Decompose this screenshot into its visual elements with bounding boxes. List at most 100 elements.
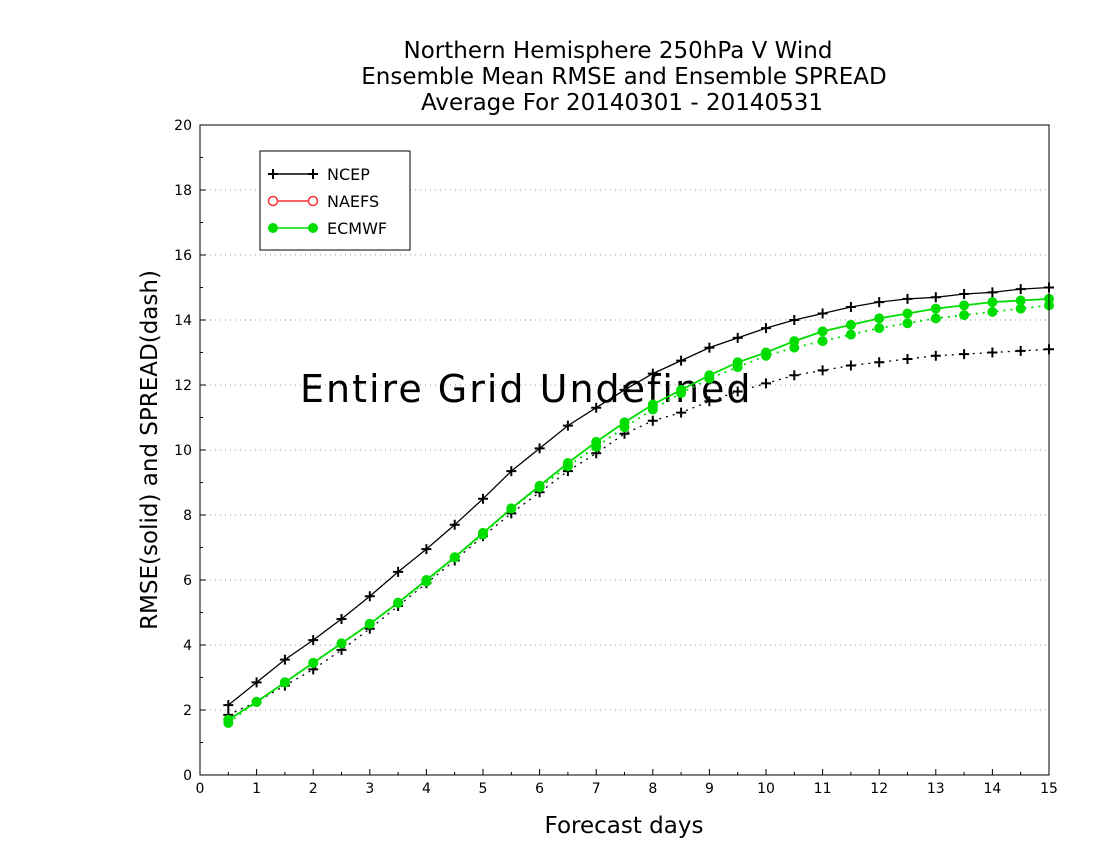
data-point xyxy=(817,326,828,337)
data-point xyxy=(732,386,743,397)
data-point xyxy=(336,614,347,624)
y-tick-label: 18 xyxy=(174,183,192,199)
legend-marker xyxy=(267,195,279,207)
data-point xyxy=(845,360,856,371)
data-point xyxy=(562,461,573,472)
data-point xyxy=(789,342,800,353)
x-tick-label: 0 xyxy=(196,781,205,797)
legend-marker xyxy=(268,169,278,179)
series-line xyxy=(227,298,1050,721)
y-tick-label: 6 xyxy=(183,573,192,589)
data-point xyxy=(732,332,743,343)
x-tick-label: 4 xyxy=(422,781,431,797)
data-point xyxy=(421,576,432,587)
y-tick-label: 4 xyxy=(183,638,192,654)
data-point xyxy=(874,297,885,308)
x-tick-label: 14 xyxy=(983,781,1001,797)
data-point xyxy=(478,493,488,504)
data-point xyxy=(562,420,573,431)
title-line-1: Northern Hemisphere 250hPa V Wind xyxy=(404,38,833,64)
y-tick-label: 10 xyxy=(174,443,192,459)
title-line-3: Average For 20140301 - 20140531 xyxy=(421,90,823,116)
data-point xyxy=(704,342,715,353)
data-point xyxy=(845,319,856,330)
data-point xyxy=(1015,303,1026,314)
y-tick-label: 0 xyxy=(183,768,192,784)
data-point xyxy=(336,638,347,649)
data-point xyxy=(1015,295,1026,306)
legend-marker xyxy=(307,195,319,207)
legend-entry-ecmwf: ECMWF xyxy=(268,219,387,238)
data-point xyxy=(902,293,913,304)
data-point xyxy=(732,362,743,373)
data-point xyxy=(619,384,630,395)
x-tick-label: 13 xyxy=(927,781,945,797)
data-point xyxy=(789,370,800,381)
data-point xyxy=(591,441,602,452)
data-point xyxy=(591,402,602,413)
y-tick-label: 2 xyxy=(183,703,192,719)
data-point xyxy=(902,318,913,329)
data-point xyxy=(308,657,319,668)
data-point xyxy=(279,677,290,688)
x-tick-label: 8 xyxy=(648,781,657,797)
y-axis-label: RMSE(solid) and SPREAD(dash) xyxy=(137,270,163,630)
data-point xyxy=(902,308,913,319)
data-point xyxy=(534,482,545,493)
legend-entry-naefs: NAEFS xyxy=(267,192,379,211)
data-point xyxy=(619,422,630,433)
data-point xyxy=(704,396,715,407)
x-tick-label: 12 xyxy=(870,781,888,797)
data-point xyxy=(647,368,658,379)
data-point xyxy=(449,552,460,563)
data-point xyxy=(1015,284,1026,295)
data-point xyxy=(251,696,262,707)
data-point xyxy=(1015,345,1026,356)
data-point xyxy=(930,350,941,361)
chart-title: Northern Hemisphere 250hPa V Wind Ensemb… xyxy=(361,38,886,116)
y-tick-label: 8 xyxy=(183,508,192,524)
data-point xyxy=(959,289,970,299)
x-tick-label: 2 xyxy=(309,781,318,797)
series-ecmwf-solid xyxy=(223,293,1054,725)
data-point xyxy=(223,718,234,728)
data-point xyxy=(308,635,319,646)
x-tick-label: 5 xyxy=(479,781,488,797)
data-point xyxy=(364,591,375,602)
data-point xyxy=(223,700,234,711)
x-tick-label: 11 xyxy=(814,781,832,797)
x-tick-label: 6 xyxy=(535,781,544,797)
data-point xyxy=(761,378,771,389)
data-point xyxy=(761,350,771,361)
y-tick-label: 12 xyxy=(174,378,192,394)
title-line-2: Ensemble Mean RMSE and Ensemble SPREAD xyxy=(361,64,886,90)
x-tick-label: 9 xyxy=(705,781,714,797)
data-point xyxy=(393,566,404,577)
grid xyxy=(200,189,1049,711)
data-point xyxy=(959,300,970,311)
data-point xyxy=(676,388,687,399)
data-point xyxy=(874,313,885,324)
series-layer xyxy=(223,282,1054,728)
data-point xyxy=(817,336,828,347)
data-point xyxy=(817,308,828,319)
data-point xyxy=(874,323,885,334)
data-point xyxy=(902,354,913,364)
x-tick-label: 7 xyxy=(592,781,601,797)
series-line xyxy=(227,286,1050,706)
data-point xyxy=(449,519,460,530)
data-point xyxy=(534,443,545,454)
legend-label: NAEFS xyxy=(327,192,379,211)
data-point xyxy=(959,310,970,321)
series-ecmwf-dash xyxy=(223,300,1054,728)
data-point xyxy=(987,297,998,308)
legend-marker xyxy=(268,223,278,233)
x-tick-label: 3 xyxy=(365,781,374,797)
data-point xyxy=(874,357,885,368)
x-tick-label: 10 xyxy=(757,781,775,797)
legend-marker xyxy=(308,223,318,233)
data-point xyxy=(987,347,998,358)
y-tick-label: 16 xyxy=(174,248,192,264)
data-point xyxy=(647,415,658,426)
